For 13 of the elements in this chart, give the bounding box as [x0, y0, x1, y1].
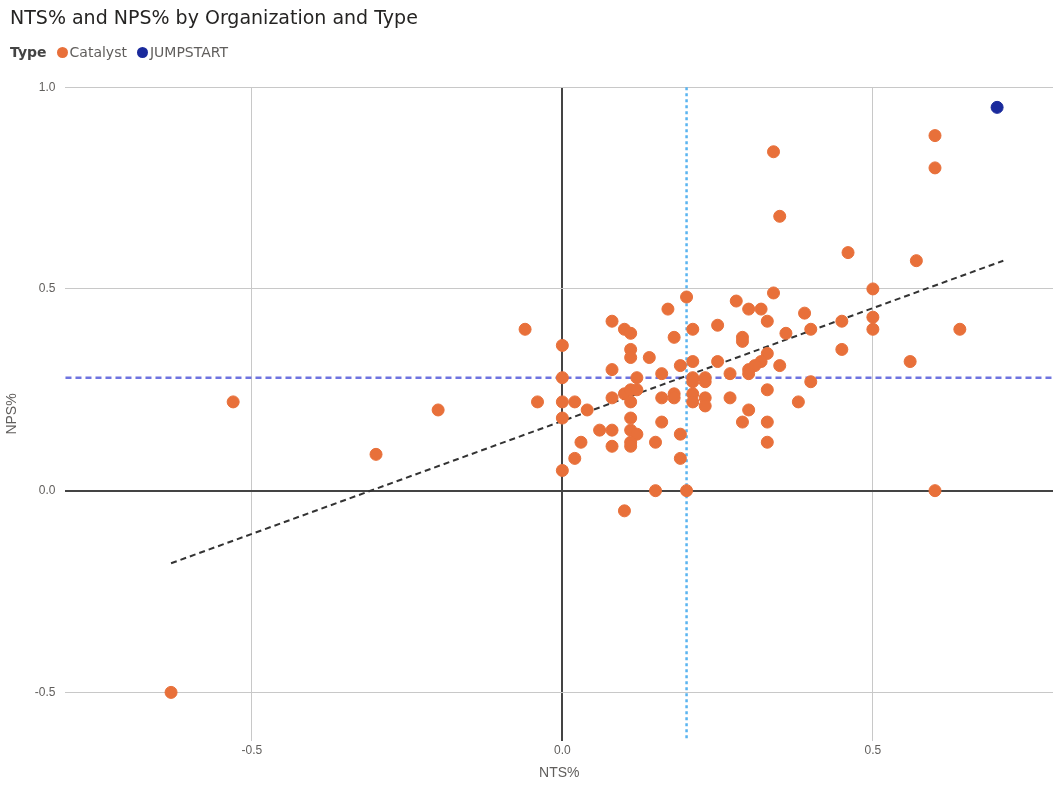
legend-title: Type — [10, 44, 47, 60]
y-tick-label: -0.5 — [34, 684, 56, 699]
chart-title: NTS% and NPS% by Organization and Type — [10, 6, 418, 28]
x-tick-label: -0.5 — [241, 743, 263, 758]
y-axis-title: NPS% — [3, 393, 20, 435]
y-tick-label: 0.5 — [38, 281, 56, 296]
legend-label: JUMPSTART — [149, 44, 229, 60]
legend-label: Catalyst — [69, 44, 127, 60]
x-tick-label: 0.0 — [554, 743, 572, 758]
y-tick-label: 0.0 — [38, 482, 56, 497]
x-axis-title: NTS% — [539, 764, 580, 781]
y-tick-label: 1.0 — [38, 79, 56, 94]
x-tick-label: 0.5 — [864, 743, 882, 758]
